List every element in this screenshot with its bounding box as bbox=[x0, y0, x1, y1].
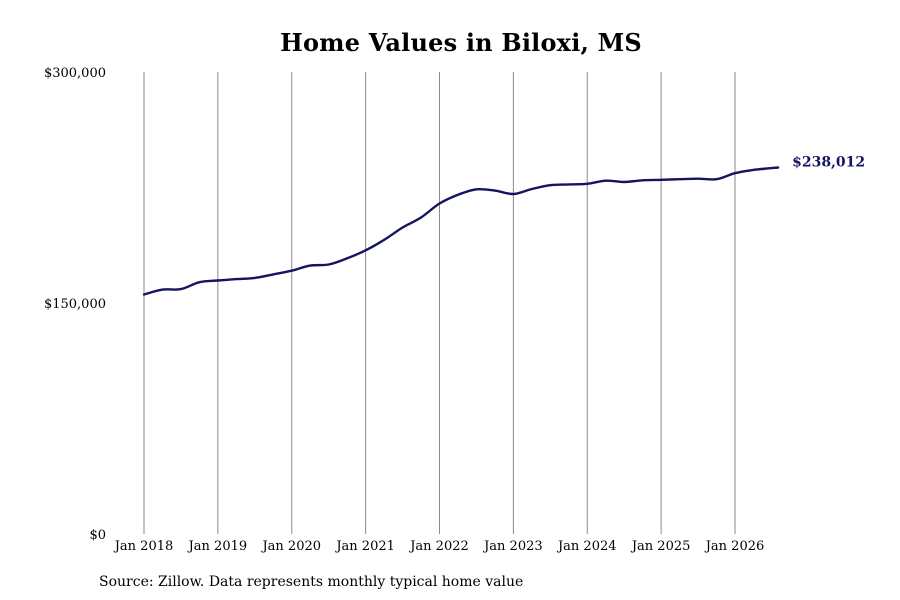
x-tick-label: Jan 2020 bbox=[260, 539, 321, 554]
chart-title: Home Values in Biloxi, MS bbox=[280, 28, 642, 57]
source-note: Source: Zillow. Data represents monthly … bbox=[99, 574, 524, 590]
y-tick-label: $150,000 bbox=[44, 297, 106, 312]
y-axis-ticks: $300,000 $150,000 $0 bbox=[44, 66, 106, 543]
y-tick-label: $0 bbox=[89, 528, 106, 543]
x-tick-label: Jan 2018 bbox=[113, 539, 174, 554]
x-tick-label: Jan 2025 bbox=[630, 539, 691, 554]
x-tick-label: Jan 2019 bbox=[187, 539, 248, 554]
x-tick-label: Jan 2021 bbox=[334, 539, 395, 554]
x-tick-label: Jan 2026 bbox=[704, 539, 765, 554]
series-line bbox=[142, 166, 780, 296]
x-axis-ticks: Jan 2018 Jan 2019 Jan 2020 Jan 2021 Jan 2022… bbox=[113, 539, 765, 554]
end-value-label: $238,012 bbox=[792, 154, 865, 170]
x-tick-label: Jan 2024 bbox=[556, 539, 617, 554]
grid-lines bbox=[143, 72, 736, 534]
y-tick-label: $300,000 bbox=[44, 66, 106, 81]
x-tick-label: Jan 2023 bbox=[482, 539, 543, 554]
x-tick-label: Jan 2022 bbox=[408, 539, 469, 554]
